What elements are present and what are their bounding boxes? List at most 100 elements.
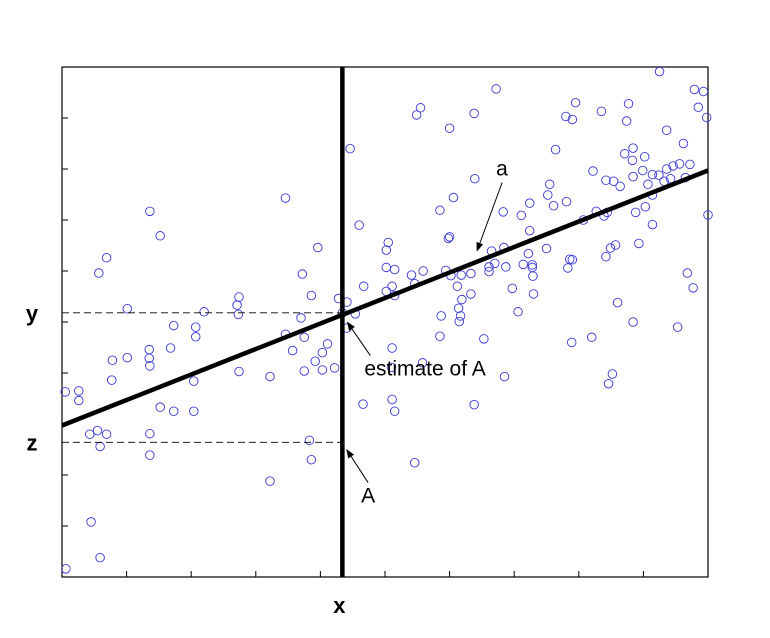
scatter-point [466,289,476,299]
scatter-point [418,266,428,276]
scatter-point [296,313,306,323]
scatter-point [145,428,155,439]
annotation-arrowhead [346,448,355,459]
scatter-point [313,242,323,253]
level-label-y: y [26,301,39,326]
scatter-point [550,144,561,155]
scatter-point [317,365,328,375]
scatter-point [586,332,597,343]
scatter-point [233,309,244,320]
scatter-point [389,406,400,417]
scatter-point [612,297,623,308]
scatter-point [406,270,417,280]
scatter-point [566,337,577,348]
scatter-point [386,362,397,373]
scatter-point [689,84,700,95]
scatter-point [628,143,638,153]
scatter-point [448,192,459,203]
scatter-point [354,220,364,230]
regression-line [61,168,709,428]
scatter-point [607,369,618,379]
annotation-arrowhead [476,241,484,252]
scatter-point [513,307,523,317]
scatter-point [703,210,713,220]
scatter-point [541,243,552,254]
scatter-point [491,84,501,94]
scatter-point [145,206,155,217]
scatter-point [122,303,132,314]
scatter-point [588,166,598,176]
scatter-point [639,152,650,162]
scatter-point [101,429,112,439]
scatter-point [701,112,712,123]
scatter-point [92,425,103,436]
scatter-point [469,399,479,410]
scatter-point [74,395,84,406]
level-labels: yz [26,301,39,456]
scatter-point [640,201,651,212]
scatter-point [682,268,693,278]
scatter-point [415,103,426,113]
scatter-point [435,205,445,216]
axis-ticks [61,66,709,578]
scatter-point [381,262,392,273]
scatter-point [74,386,84,396]
scatter-point [466,268,476,279]
scatter-point [280,193,291,203]
scatter-point [411,110,422,120]
scatter-point [169,406,179,417]
scatter-point [685,159,695,170]
scatter-point [470,173,480,184]
scatter-point [628,317,638,327]
scatter-point [165,343,176,353]
scatter-point [528,271,538,281]
scatter-point [317,347,328,358]
scatter-point [603,378,614,389]
scatter-point [101,252,112,263]
level-label-z: z [27,430,38,455]
scatter-point [106,375,117,385]
scatter-point [265,371,275,382]
scatter-point [601,251,611,262]
scatter-point [232,300,242,310]
scatter-point [322,339,333,349]
scatter-point [561,196,572,207]
scatter-point [561,111,571,122]
scatter-point [358,399,368,409]
scatter-point [297,269,308,279]
scatter-point [661,164,672,174]
scatter-point [523,248,534,259]
guide-lines [61,67,709,577]
scatter-point [409,458,420,468]
scatter-point [507,283,518,294]
scatter-point [499,371,510,382]
scatter-point [543,190,553,200]
scatter-point [145,450,155,460]
scatter-point [190,322,201,332]
scatter-point [484,266,494,277]
scatter-point [155,402,165,412]
annotation-arrow-line [349,326,371,356]
scatter-point [265,476,275,486]
scatter-point [518,259,528,270]
scatter-point [498,207,508,217]
scatter-point [596,106,607,117]
scatter-point [95,552,105,563]
scatter-point [199,307,209,317]
scatter-point [647,219,658,230]
scatter-point [634,238,644,249]
scatter-point [299,366,310,376]
scatter-point [455,311,466,321]
scatter-point [490,258,500,269]
scatter-point [638,165,648,176]
x-axis-label: x [333,593,346,618]
annotation-arrow-line [349,453,369,483]
scatter-point [524,225,535,236]
scatter-point [693,102,704,113]
annotation-label: A [361,485,375,508]
scatter-point [628,171,638,182]
scatter-point [608,176,619,186]
scatter-point [345,143,355,154]
scatter-point [688,283,698,293]
